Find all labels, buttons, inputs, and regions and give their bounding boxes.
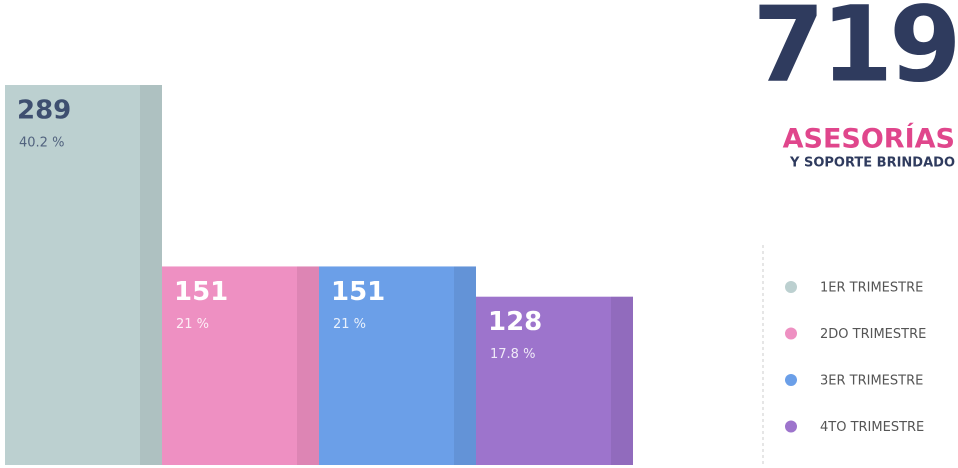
- share-label: 21 %: [176, 317, 209, 332]
- chart-title: ASESORÍAS: [783, 123, 955, 155]
- bar: [476, 296, 633, 465]
- total: 719: [752, 0, 957, 105]
- chart-subtitle: Y SOPORTE BRINDADO: [789, 156, 955, 171]
- bar: [5, 85, 162, 465]
- legend-dot: [785, 327, 797, 340]
- legend-label: 2DO TRIMESTRE: [820, 327, 926, 342]
- bar-shade: [297, 266, 319, 465]
- share-label: 40.2 %: [19, 136, 64, 151]
- legend-label: 3ER TRIMESTRE: [820, 374, 923, 389]
- value-label: 151: [174, 277, 228, 307]
- bar-shade: [454, 266, 476, 465]
- legend-label: 4TO TRIMESTRE: [820, 420, 924, 435]
- legend-label: 1ER TRIMESTRE: [820, 281, 923, 296]
- share-label: 21 %: [333, 317, 366, 332]
- legend-dot: [785, 374, 797, 386]
- bar: [319, 266, 476, 465]
- value-label: 128: [488, 307, 542, 337]
- bar-shade: [611, 296, 633, 465]
- value-label: 289: [17, 96, 71, 126]
- legend-dot: [785, 420, 797, 433]
- legend-dot: [785, 281, 797, 293]
- bar: [162, 266, 319, 465]
- value-label: 151: [331, 277, 385, 307]
- bar-shade: [140, 85, 162, 465]
- share-label: 17.8 %: [490, 347, 535, 362]
